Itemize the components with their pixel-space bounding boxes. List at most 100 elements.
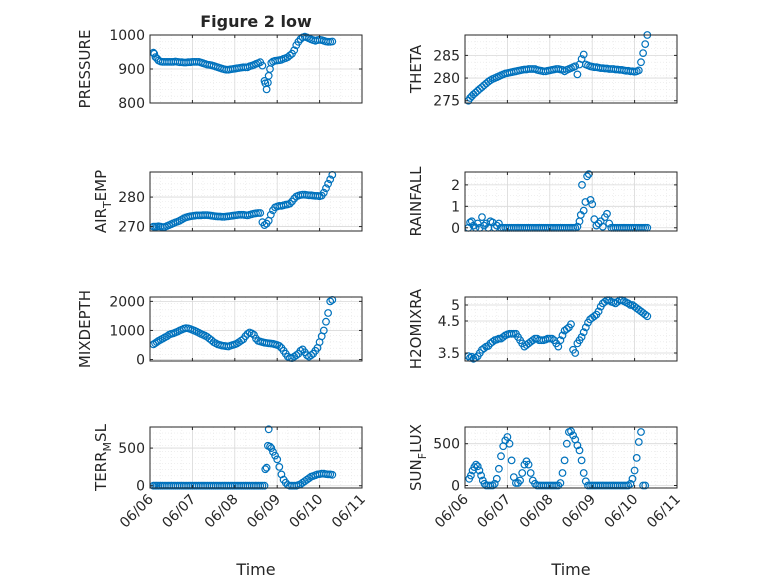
data-point (467, 471, 475, 480)
data-point (603, 209, 611, 218)
data-point (258, 61, 267, 70)
x-tick-label: 06/09 (559, 492, 599, 532)
x-tick-label: 06/08 (517, 492, 557, 532)
data-point (258, 481, 267, 490)
data-point (324, 179, 333, 188)
y-tick-label: 0 (136, 353, 145, 369)
y-axis-label: AIRTEMP (92, 170, 114, 233)
y-tick-label: 280 (118, 190, 145, 206)
data-point (261, 465, 270, 474)
data-point (273, 455, 282, 464)
data-point (560, 456, 569, 465)
data-point (477, 471, 486, 480)
y-axis-label-rest: LUX (407, 424, 425, 453)
y-tick-label: 0 (451, 478, 460, 494)
data-point (581, 323, 590, 332)
data-point (578, 180, 586, 189)
data-point (598, 222, 607, 231)
chart-title: Figure 2 low (200, 12, 312, 31)
data-point (632, 454, 641, 462)
data-point (641, 310, 650, 319)
data-point (628, 474, 637, 483)
data-point (573, 441, 582, 450)
data-point (594, 307, 603, 316)
data-point (262, 463, 271, 472)
data-point (579, 469, 588, 477)
data-point (641, 40, 650, 48)
data-point (260, 481, 269, 490)
data-point (567, 427, 575, 436)
data-point (271, 451, 280, 460)
data-point (492, 474, 501, 483)
subplot-4: 0 1 2 RAINFALL (407, 166, 678, 237)
data-point (488, 337, 497, 346)
data-point (554, 481, 563, 490)
data-point (478, 213, 486, 222)
data-point (488, 481, 497, 490)
data-point (634, 66, 643, 75)
data-point (581, 477, 590, 486)
y-tick-label: 800 (118, 96, 145, 112)
data-point (562, 439, 571, 448)
x-tick-label: 06/11 (644, 492, 684, 532)
data-point (275, 342, 284, 350)
y-axis-label-rest: SL (92, 423, 110, 442)
data-point (634, 438, 643, 446)
data-point (241, 332, 250, 341)
data-point (577, 456, 586, 465)
data-point (512, 479, 520, 487)
y-axis-label: PRESSURE (76, 30, 94, 109)
data-point (472, 460, 480, 469)
data-point (641, 481, 650, 490)
y-axis-label-main: SUN (407, 459, 425, 491)
data-point (286, 51, 294, 60)
data-point (324, 470, 333, 479)
data-point (495, 464, 503, 473)
data-point (575, 446, 584, 455)
y-tick-label: 500 (433, 437, 460, 453)
y-tick-label: 285 (433, 48, 460, 64)
data-point (256, 209, 265, 217)
data-point (583, 172, 591, 181)
y-tick-label: 0 (451, 221, 460, 237)
data-point (524, 460, 533, 469)
data-point (286, 199, 294, 208)
data-point (275, 463, 284, 471)
data-point (562, 325, 571, 333)
data-point (507, 456, 516, 465)
data-point (322, 184, 330, 193)
x-tick-label: 06/09 (244, 492, 284, 532)
data-point (305, 474, 313, 483)
data-point (260, 221, 269, 230)
data-point (249, 330, 258, 339)
x-tick-label: 06/07 (474, 492, 514, 532)
y-axis-label-main: TERR (92, 451, 110, 492)
data-point (586, 195, 595, 204)
subplot-1: 800 900 1000 PRESSURE Figure 2 low (76, 12, 363, 112)
y-tick-label: 270 (118, 220, 145, 236)
data-point (573, 70, 582, 79)
data-point (571, 349, 580, 357)
x-tick-label: 06/10 (602, 492, 642, 532)
data-point (324, 309, 333, 317)
y-tick-label: 280 (433, 71, 460, 87)
y-axis-label-subscript: F (416, 453, 429, 459)
y-axis-label: THETA (407, 44, 425, 94)
subplot-5: 0 1000 2000 MIXDEPTH (76, 290, 363, 369)
data-point (556, 479, 565, 487)
data-point (326, 175, 335, 184)
axes-frame (149, 296, 363, 362)
y-tick-label: 1000 (109, 323, 145, 339)
data-point (567, 320, 575, 329)
data-point (622, 481, 630, 490)
x-tick-label: 06/11 (329, 492, 369, 532)
y-axis-label: H2OMIXRA (407, 288, 425, 369)
data-point (495, 219, 503, 228)
data-point (497, 452, 505, 461)
y-tick-label: 1 (451, 199, 460, 215)
data-point (486, 481, 495, 490)
data-point (254, 209, 263, 217)
